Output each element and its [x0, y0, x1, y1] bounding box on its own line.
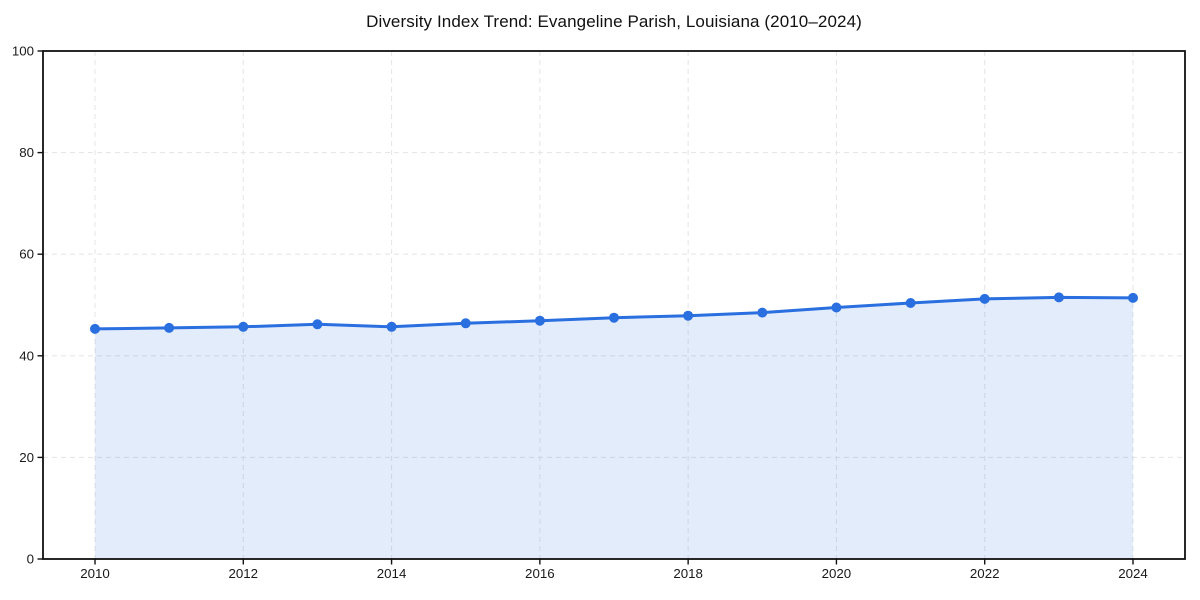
data-point	[534, 315, 545, 326]
y-tick-label: 100	[12, 44, 34, 59]
data-point	[90, 323, 100, 334]
data-point	[164, 322, 175, 333]
x-tick-label: 2018	[673, 566, 703, 581]
data-point	[386, 321, 397, 332]
data-point	[609, 312, 619, 323]
x-tick-label: 2014	[377, 566, 407, 581]
area-fill	[95, 297, 1133, 559]
x-tick-label: 2024	[1118, 566, 1148, 581]
data-point	[1128, 292, 1138, 303]
plot-border	[42, 50, 1186, 560]
data-point	[460, 318, 471, 329]
x-tick-label: 2010	[80, 566, 110, 581]
data-point	[905, 298, 916, 308]
data-point	[312, 319, 323, 330]
data-point	[683, 310, 694, 321]
x-tick-label: 2020	[822, 566, 852, 581]
x-tick-label: 2022	[970, 566, 1000, 581]
x-tick-label: 2016	[525, 566, 555, 581]
y-tick-label: 80	[19, 145, 34, 160]
y-tick-label: 40	[19, 348, 34, 363]
x-tick-label: 2012	[228, 566, 258, 581]
data-point	[1053, 292, 1064, 303]
data-point	[831, 302, 842, 313]
data-point	[979, 293, 990, 304]
y-tick-label: 20	[19, 450, 34, 465]
data-point	[757, 307, 768, 318]
chart-title: Diversity Index Trend: Evangeline Parish…	[366, 12, 862, 31]
y-tick-label: 60	[19, 247, 34, 262]
data-point	[238, 321, 249, 332]
y-tick-label: 0	[27, 552, 34, 567]
